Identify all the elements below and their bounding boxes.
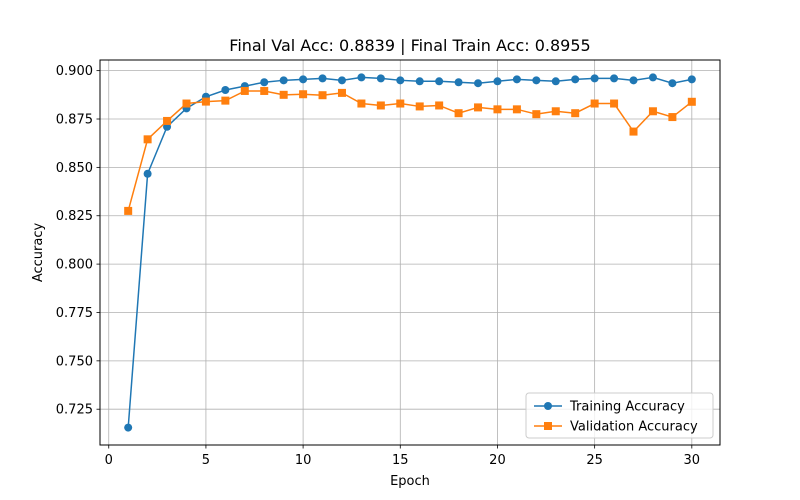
validation-accuracy-point xyxy=(648,107,657,116)
validation-accuracy-point xyxy=(493,105,502,114)
training-accuracy-point xyxy=(124,423,133,432)
validation-accuracy-point xyxy=(474,103,483,112)
training-accuracy-point xyxy=(454,78,463,87)
y-tick-label: 0.900 xyxy=(56,64,93,79)
legend-item-training-accuracy: Training Accuracy xyxy=(534,400,685,415)
training-accuracy-point xyxy=(668,79,677,88)
training-accuracy-point xyxy=(590,74,599,83)
x-axis-label: Epoch xyxy=(390,474,430,489)
training-accuracy-point xyxy=(143,169,152,178)
legend-swatch-marker xyxy=(544,422,552,430)
x-tick-label: 15 xyxy=(392,453,409,468)
training-accuracy-point xyxy=(532,76,541,85)
validation-accuracy-point xyxy=(668,113,677,122)
axis-ticks: 0 5 10 15 20 25 30 0.725 0.750 0.775 0.800 0.825 0.8… xyxy=(56,64,700,468)
training-accuracy-point xyxy=(396,76,405,85)
training-accuracy-point xyxy=(221,85,230,94)
chart-title: Final Val Acc: 0.8839 | Final Train Acc:… xyxy=(229,36,590,55)
validation-accuracy-point xyxy=(143,135,152,144)
training-accuracy-point xyxy=(571,75,580,84)
validation-accuracy-point xyxy=(201,97,210,106)
validation-accuracy-point xyxy=(124,206,133,215)
validation-accuracy-point xyxy=(590,99,599,108)
validation-accuracy-point xyxy=(163,116,172,125)
validation-accuracy-point xyxy=(299,90,308,99)
x-tick-label: 20 xyxy=(489,453,506,468)
validation-accuracy-point xyxy=(629,127,638,136)
training-accuracy-point xyxy=(512,75,521,84)
plot-series xyxy=(124,73,696,432)
y-tick-label: 0.775 xyxy=(56,306,93,321)
legend-box xyxy=(525,392,714,439)
legend-swatch-marker xyxy=(544,402,552,410)
legend-item-validation-accuracy: Validation Accuracy xyxy=(534,420,698,435)
y-axis-label: Accuracy xyxy=(31,223,46,283)
training-accuracy-point xyxy=(435,77,444,86)
validation-accuracy-point xyxy=(182,99,191,108)
y-tick-label: 0.800 xyxy=(56,258,93,273)
legend: Training Accuracy Validation Accuracy xyxy=(525,392,714,439)
training-accuracy-point xyxy=(415,77,424,86)
x-tick-label: 5 xyxy=(202,453,210,468)
training-accuracy-point xyxy=(648,73,657,82)
training-accuracy-point xyxy=(260,78,269,87)
training-accuracy-point xyxy=(610,74,619,83)
plot-frame xyxy=(99,59,721,446)
y-tick-label: 0.825 xyxy=(56,209,93,224)
validation-accuracy-point xyxy=(687,97,696,106)
validation-accuracy-point xyxy=(454,109,463,118)
validation-accuracy-point xyxy=(435,101,444,110)
training-accuracy-point xyxy=(299,75,308,84)
training-accuracy-point xyxy=(474,79,483,88)
training-accuracy-point xyxy=(551,77,560,86)
validation-accuracy-point xyxy=(240,86,249,95)
validation-accuracy-point xyxy=(337,88,346,97)
y-tick-label: 0.875 xyxy=(56,113,93,128)
validation-accuracy-point xyxy=(318,91,327,100)
validation-accuracy-point xyxy=(610,99,619,108)
validation-accuracy-point xyxy=(279,90,288,99)
training-accuracy-point xyxy=(337,76,346,85)
validation-accuracy-point xyxy=(396,99,405,108)
validation-accuracy-point xyxy=(357,99,366,108)
x-tick-label: 0 xyxy=(105,453,113,468)
y-tick-label: 0.750 xyxy=(56,354,93,369)
x-tick-label: 25 xyxy=(586,453,603,468)
training-accuracy-point xyxy=(687,75,696,84)
grid xyxy=(100,60,720,445)
validation-accuracy-point xyxy=(376,101,385,110)
training-accuracy-point xyxy=(376,74,385,83)
validation-accuracy-point xyxy=(415,102,424,111)
validation-accuracy-series xyxy=(124,86,696,215)
training-accuracy-point xyxy=(318,74,327,83)
x-tick-label: 10 xyxy=(295,453,312,468)
validation-accuracy-point xyxy=(512,105,521,114)
validation-accuracy-point xyxy=(571,109,580,118)
training-accuracy-point xyxy=(279,76,288,85)
training-accuracy-point xyxy=(357,73,366,82)
training-accuracy-point xyxy=(629,76,638,85)
legend-label: Validation Accuracy xyxy=(570,420,698,435)
validation-accuracy-point xyxy=(260,86,269,95)
validation-accuracy-point xyxy=(221,96,230,105)
y-tick-label: 0.725 xyxy=(56,403,93,418)
x-tick-label: 30 xyxy=(684,453,701,468)
y-tick-label: 0.850 xyxy=(56,161,93,176)
validation-accuracy-point xyxy=(532,110,541,119)
legend-label: Training Accuracy xyxy=(569,400,685,415)
training-accuracy-point xyxy=(493,77,502,86)
validation-accuracy-point xyxy=(551,107,560,116)
